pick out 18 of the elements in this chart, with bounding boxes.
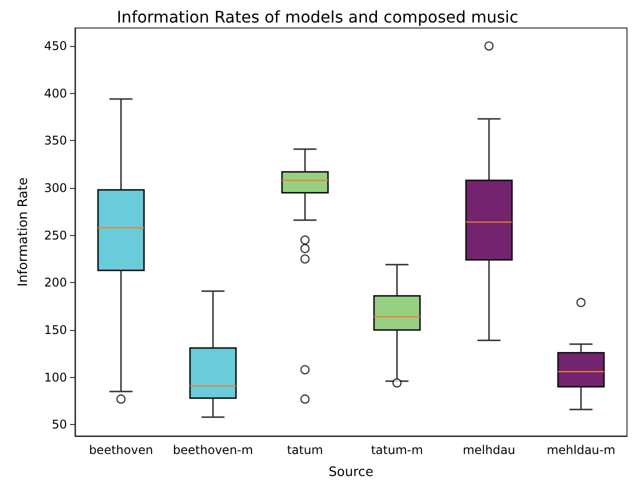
x-tick-label: beethoven-m	[172, 443, 254, 457]
x-tick-label: tatum	[286, 443, 324, 457]
y-tick-label: 100	[44, 370, 67, 384]
y-tick-label: 300	[44, 180, 67, 195]
y-tick-label: 450	[44, 38, 67, 53]
y-tick-label: 150	[44, 322, 67, 337]
y-tick-label: 250	[44, 228, 67, 242]
y-axis-title: Information Rate	[16, 177, 31, 287]
x-tick-label: tatum-m	[370, 443, 424, 457]
x-tick-label: melhdau	[462, 443, 516, 457]
x-tick-label: mehldau-m	[546, 443, 616, 457]
y-tick-label: 50	[52, 418, 67, 432]
y-tick-label: 350	[44, 134, 67, 148]
y-tick-label: 400	[44, 86, 67, 100]
y-tick-label: 200	[44, 276, 67, 290]
chart-title: Information Rates of models and composed music	[116, 8, 518, 26]
x-tick-label: beethoven	[88, 443, 154, 457]
x-axis-title: Source	[328, 465, 374, 480]
